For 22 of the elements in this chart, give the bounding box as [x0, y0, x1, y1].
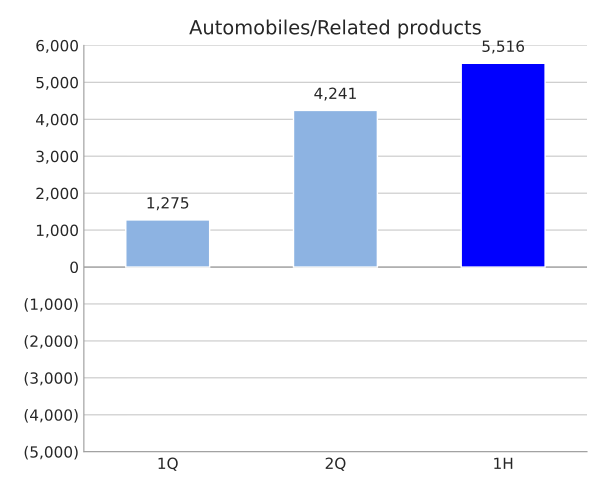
y-tick-label: (5,000)	[24, 446, 78, 460]
y-tick-label: (3,000)	[24, 372, 78, 386]
y-tick-label: 0	[70, 261, 78, 274]
x-tick-label: 1Q	[158, 458, 178, 471]
y-tick-label: 3,000	[36, 150, 78, 164]
y-tick-label: 5,000	[36, 76, 78, 90]
x-tick-label: 2Q	[326, 458, 346, 471]
data-label: 4,241	[314, 88, 356, 101]
data-label: 1,275	[148, 197, 188, 210]
bar	[460, 62, 546, 268]
y-tick-label: 2,000	[36, 188, 78, 201]
y-tick-label: 1,000	[36, 224, 78, 238]
y-tick-label: (2,000)	[24, 335, 78, 349]
chart-title: Automobiles/Related products	[189, 20, 481, 38]
x-tick-label: 1H	[494, 458, 512, 469]
data-label: 5,516	[482, 40, 524, 54]
y-tick-label: (1,000)	[24, 298, 78, 312]
bar	[292, 110, 378, 268]
y-tick-label: (4,000)	[24, 408, 78, 423]
bar	[125, 219, 210, 268]
y-tick-label: 4,000	[36, 114, 78, 127]
y-tick-label: 6,000	[36, 40, 78, 53]
